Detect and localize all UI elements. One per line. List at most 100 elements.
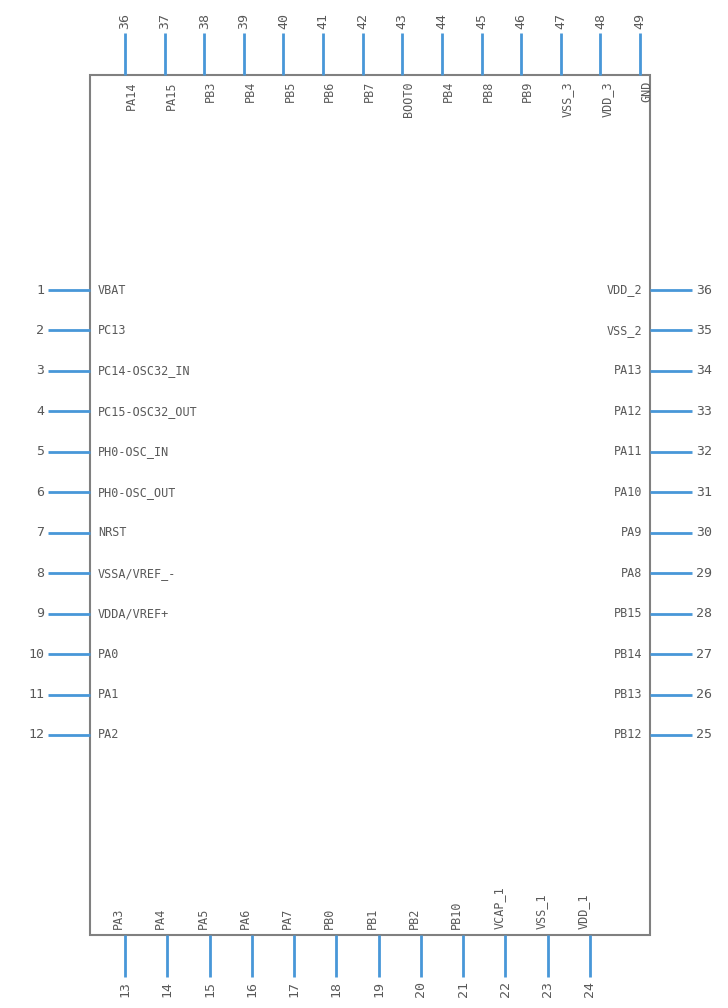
Text: 3: 3 <box>36 365 44 377</box>
Text: PB6: PB6 <box>323 81 336 103</box>
Text: PB0: PB0 <box>323 907 336 929</box>
Text: 26: 26 <box>696 688 712 701</box>
Text: 8: 8 <box>36 566 44 580</box>
Text: VDD_3: VDD_3 <box>601 81 614 117</box>
Text: 7: 7 <box>36 526 44 539</box>
Text: 49: 49 <box>633 13 646 29</box>
Text: 41: 41 <box>317 13 330 29</box>
Text: 44: 44 <box>435 13 448 29</box>
Text: 22: 22 <box>499 981 512 997</box>
Text: PA15: PA15 <box>165 81 178 110</box>
Text: 19: 19 <box>372 981 385 997</box>
Text: PA0: PA0 <box>98 647 119 660</box>
Text: 4: 4 <box>36 405 44 418</box>
Text: 42: 42 <box>356 13 369 29</box>
Text: PB4: PB4 <box>442 81 455 103</box>
Text: PH0-OSC_IN: PH0-OSC_IN <box>98 446 169 459</box>
Text: PA14: PA14 <box>125 81 138 110</box>
Text: PA5: PA5 <box>197 907 210 929</box>
Text: 47: 47 <box>554 13 567 29</box>
Text: PB5: PB5 <box>283 81 296 103</box>
Text: PA11: PA11 <box>614 446 642 459</box>
Text: 9: 9 <box>36 607 44 620</box>
Text: 1: 1 <box>36 283 44 296</box>
Text: PA3: PA3 <box>112 907 125 929</box>
Text: 5: 5 <box>36 446 44 459</box>
Text: PA7: PA7 <box>281 907 294 929</box>
Text: VSS_1: VSS_1 <box>535 893 547 929</box>
Text: 20: 20 <box>414 981 427 997</box>
Text: PB7: PB7 <box>363 81 376 103</box>
Text: PA10: PA10 <box>614 486 642 499</box>
Text: 46: 46 <box>515 13 528 29</box>
Text: VDD_1: VDD_1 <box>577 893 590 929</box>
Text: PB3: PB3 <box>205 81 217 103</box>
Text: 30: 30 <box>696 526 712 539</box>
Text: 17: 17 <box>288 981 301 997</box>
Text: PC14-OSC32_IN: PC14-OSC32_IN <box>98 365 191 377</box>
Text: PA2: PA2 <box>98 729 119 742</box>
Text: PA12: PA12 <box>614 405 642 418</box>
Text: 31: 31 <box>696 486 712 499</box>
Text: 38: 38 <box>198 13 210 29</box>
Text: 24: 24 <box>584 981 596 997</box>
Text: 34: 34 <box>696 365 712 377</box>
Text: 43: 43 <box>396 13 409 29</box>
Text: PB2: PB2 <box>408 907 421 929</box>
Text: VDDA/VREF+: VDDA/VREF+ <box>98 607 169 620</box>
Text: VSSA/VREF_-: VSSA/VREF_- <box>98 566 176 580</box>
Text: 33: 33 <box>696 405 712 418</box>
Text: 32: 32 <box>696 446 712 459</box>
Text: 16: 16 <box>245 981 258 997</box>
Text: PA4: PA4 <box>154 907 167 929</box>
Text: VSS_2: VSS_2 <box>606 324 642 337</box>
Text: 28: 28 <box>696 607 712 620</box>
Text: 15: 15 <box>203 981 216 997</box>
Text: 14: 14 <box>161 981 174 997</box>
Text: 13: 13 <box>119 981 132 997</box>
Text: PB9: PB9 <box>521 81 534 103</box>
Text: VCAP_1: VCAP_1 <box>492 886 505 929</box>
Bar <box>90 75 650 935</box>
Text: PB10: PB10 <box>450 900 463 929</box>
Text: PB14: PB14 <box>614 647 642 660</box>
Text: 2: 2 <box>36 324 44 337</box>
Text: VDD_2: VDD_2 <box>606 283 642 296</box>
Text: 11: 11 <box>28 688 44 701</box>
Text: PB13: PB13 <box>614 688 642 701</box>
Text: 12: 12 <box>28 729 44 742</box>
Text: PB15: PB15 <box>614 607 642 620</box>
Text: VSS_3: VSS_3 <box>561 81 574 117</box>
Text: 36: 36 <box>119 13 132 29</box>
Text: PA6: PA6 <box>239 907 252 929</box>
Text: GND: GND <box>640 81 653 103</box>
Text: PA9: PA9 <box>621 526 642 539</box>
Text: VBAT: VBAT <box>98 283 127 296</box>
Text: PC13: PC13 <box>98 324 127 337</box>
Text: 21: 21 <box>456 981 470 997</box>
Text: 37: 37 <box>158 13 171 29</box>
Text: 36: 36 <box>696 283 712 296</box>
Text: NRST: NRST <box>98 526 127 539</box>
Text: 45: 45 <box>475 13 488 29</box>
Text: PC15-OSC32_OUT: PC15-OSC32_OUT <box>98 405 198 418</box>
Text: 18: 18 <box>330 981 343 997</box>
Text: PH0-OSC_OUT: PH0-OSC_OUT <box>98 486 176 499</box>
Text: 29: 29 <box>696 566 712 580</box>
Text: 40: 40 <box>277 13 290 29</box>
Text: PB12: PB12 <box>614 729 642 742</box>
Text: PA13: PA13 <box>614 365 642 377</box>
Text: 48: 48 <box>594 13 607 29</box>
Text: BOOT0: BOOT0 <box>403 81 415 117</box>
Text: PA1: PA1 <box>98 688 119 701</box>
Text: 35: 35 <box>696 324 712 337</box>
Text: 25: 25 <box>696 729 712 742</box>
Text: 10: 10 <box>28 647 44 660</box>
Text: 27: 27 <box>696 647 712 660</box>
Text: PA8: PA8 <box>621 566 642 580</box>
Text: PB1: PB1 <box>365 907 379 929</box>
Text: 23: 23 <box>541 981 554 997</box>
Text: PB4: PB4 <box>244 81 257 103</box>
Text: 6: 6 <box>36 486 44 499</box>
Text: 39: 39 <box>237 13 250 29</box>
